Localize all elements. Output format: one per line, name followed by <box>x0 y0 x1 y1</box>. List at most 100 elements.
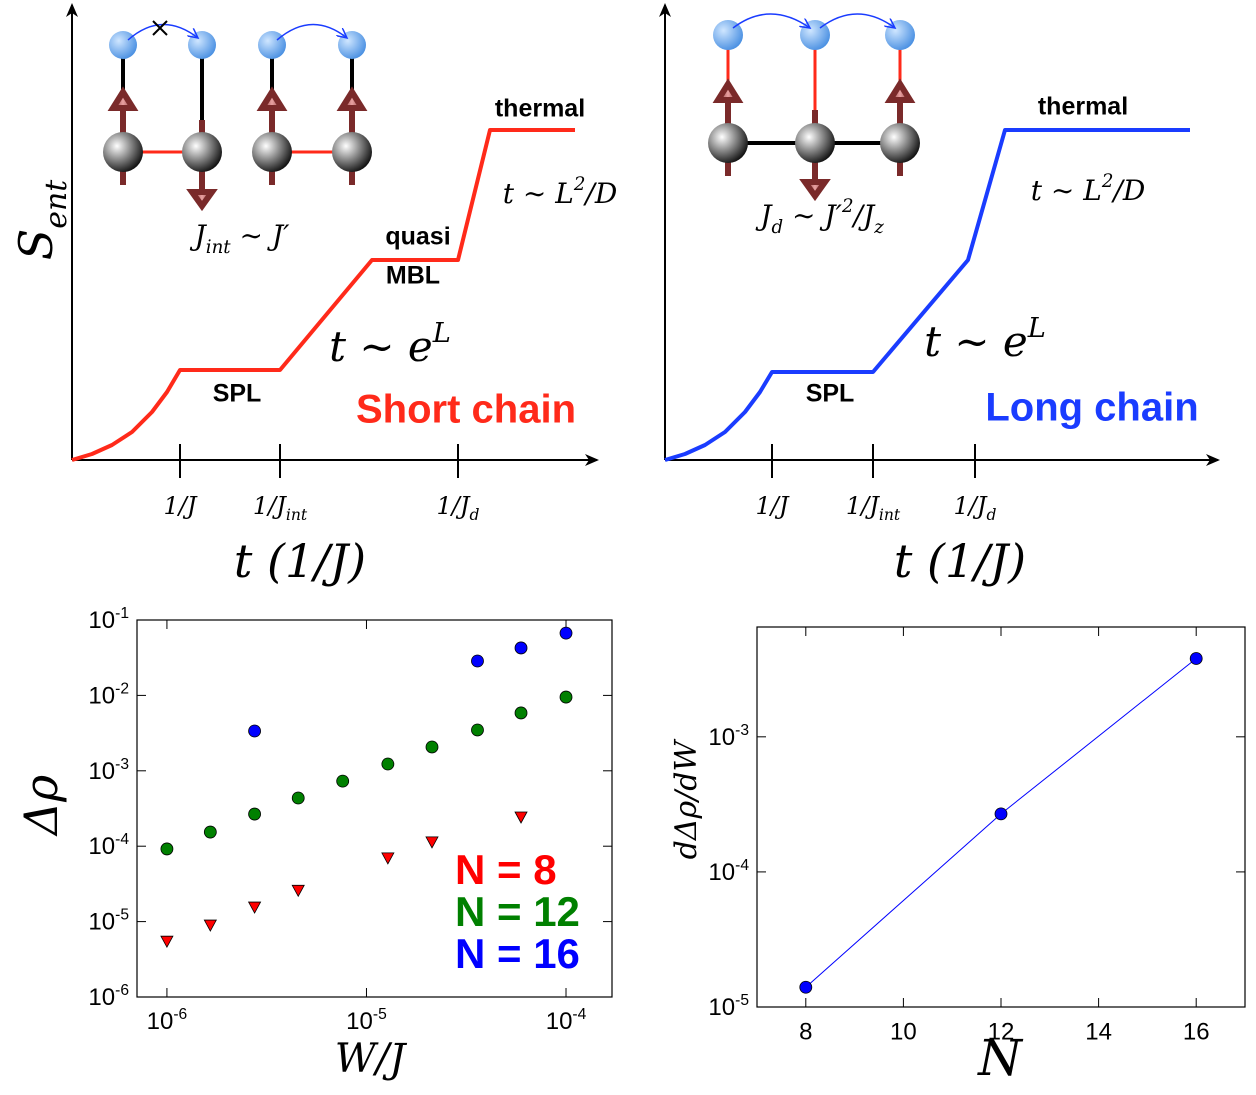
text-part: ∼ J′ <box>231 219 290 252</box>
annotation: thermal <box>495 95 585 123</box>
point <box>1189 652 1203 665</box>
text-part: 10 <box>88 834 115 861</box>
text-part: 10 <box>346 1008 373 1035</box>
point <box>559 626 573 640</box>
text-part: L <box>1027 313 1046 344</box>
legend-entry: N = 16 <box>455 930 580 977</box>
text-part: -1 <box>115 605 129 622</box>
annotation: t ∼ L2/D <box>1031 171 1146 207</box>
text-part: 1/J <box>437 492 471 520</box>
point <box>336 774 350 788</box>
point <box>381 757 395 771</box>
annotation: Long chain <box>985 386 1198 430</box>
annotation: Short chain <box>356 388 576 432</box>
text-part: 2 <box>1101 171 1114 192</box>
x-tick-label: 14 <box>1085 1018 1112 1045</box>
x-tick-label: 10-6 <box>147 1006 188 1036</box>
text-part: 2 <box>841 196 854 217</box>
text-part: 10 <box>546 1008 573 1035</box>
text-part: /J <box>851 199 876 232</box>
x-tick-label: 1/Jd <box>437 492 480 525</box>
annotation: t ∼ L2/D <box>503 174 618 210</box>
y-tick-label: 10-5 <box>88 906 129 936</box>
text-part: t ∼ L <box>1031 174 1102 207</box>
annotation: SPL <box>213 380 262 408</box>
curve <box>805 658 1197 988</box>
text-part: t ∼ e <box>329 322 433 371</box>
text-part: 10 <box>88 758 115 785</box>
point <box>994 807 1008 821</box>
annotation: SPL <box>806 380 855 408</box>
y-tick-label: 10-5 <box>708 992 749 1022</box>
text-part: /D <box>582 177 617 210</box>
text-part: -4 <box>115 831 129 848</box>
y-axis-label: dΔρ/dW <box>669 739 704 860</box>
text-part: d <box>987 506 997 524</box>
y-tick-label: 10-4 <box>708 857 749 887</box>
point <box>559 690 573 704</box>
text-part: t ∼ e <box>924 317 1028 366</box>
point <box>160 842 174 856</box>
text-part: 10 <box>88 607 115 634</box>
x-tick-label: 10 <box>890 1018 917 1045</box>
text-part: /D <box>1110 174 1145 207</box>
annotation: MBL <box>386 262 440 290</box>
text-part: 10 <box>88 909 115 936</box>
x-axis-label: W/J <box>335 1036 408 1082</box>
text-part: ent <box>39 179 74 229</box>
y-tick-label: 10-1 <box>88 605 129 635</box>
text-part: 10 <box>88 984 115 1011</box>
x-tick-label: 10-5 <box>346 1006 387 1036</box>
text-part: 10 <box>88 683 115 710</box>
text-part: d <box>771 217 783 238</box>
text-part: int <box>879 506 901 524</box>
inset-long <box>708 13 920 202</box>
text-part: S <box>9 229 63 261</box>
text-part: -4 <box>735 857 749 874</box>
text-part: z <box>873 217 884 238</box>
text-part: J <box>190 219 208 252</box>
text-part: 1/J <box>756 492 790 520</box>
x-tick-label: 10-4 <box>546 1006 587 1036</box>
point <box>291 884 305 898</box>
text-part: t ∼ L <box>503 177 574 210</box>
annotation: Jd ∼ J′2/Jz <box>755 196 884 238</box>
x-tick-label: 1/Jint <box>846 492 901 525</box>
y-tick-label: 10-3 <box>708 721 749 751</box>
x-axis-label: t (1/J) <box>234 534 366 588</box>
annotation: quasi <box>385 223 450 251</box>
point <box>799 980 813 994</box>
x-tick-label: 8 <box>799 1018 812 1045</box>
point <box>203 919 217 932</box>
text-part: int <box>206 237 232 258</box>
text-part: -4 <box>572 1006 586 1023</box>
x-tick-label: 1/Jint <box>253 492 308 525</box>
text-part: -3 <box>115 755 129 772</box>
text-part: 10 <box>147 1008 174 1035</box>
point <box>471 723 484 737</box>
point <box>248 724 261 738</box>
x-tick-label: 1/J <box>164 492 198 520</box>
text-part: -3 <box>735 721 749 738</box>
x-tick-label: 16 <box>1183 1018 1210 1045</box>
text-part: ∼ J′ <box>783 199 842 232</box>
legend-entry: N = 12 <box>455 888 580 935</box>
text-part: d <box>470 506 480 524</box>
annotation: thermal <box>1038 93 1128 121</box>
point <box>471 654 484 668</box>
x-tick-label: 1/Jd <box>954 492 997 525</box>
annotation: t ∼ eL <box>924 313 1046 366</box>
annotation: t ∼ eL <box>329 318 451 371</box>
legend-entry: N = 8 <box>455 846 557 893</box>
curve <box>71 128 575 462</box>
annotation: Jint ∼ J′ <box>190 219 291 258</box>
y-tick-label: 10-6 <box>88 982 129 1012</box>
point <box>203 825 217 839</box>
text-part: 10 <box>708 724 735 751</box>
y-axis-label: Sent <box>9 179 74 260</box>
x-tick-label: 12 <box>988 1018 1015 1045</box>
text-part: -5 <box>373 1006 387 1023</box>
point <box>514 706 528 720</box>
y-tick-label: 10-2 <box>88 680 129 710</box>
